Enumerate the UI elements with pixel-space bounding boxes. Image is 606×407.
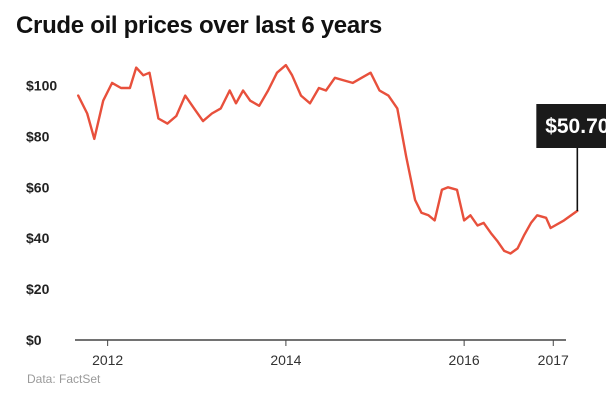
y-tick-label: $60: [26, 179, 50, 195]
latest-price-callout: $50.70: [536, 104, 606, 211]
x-axis-ticks: 2012 2014 2016 2017: [92, 340, 569, 368]
y-tick-label: $20: [26, 281, 50, 297]
callout-value-label: $50.70: [545, 115, 606, 138]
x-tick-label: 2014: [270, 352, 301, 368]
x-tick-label: 2017: [538, 352, 569, 368]
oil-price-line: [77, 63, 579, 255]
x-tick-label: 2012: [92, 352, 123, 368]
y-tick-label: $40: [26, 230, 50, 246]
x-tick-label: 2016: [449, 352, 480, 368]
chart-title: Crude oil prices over last 6 years: [16, 12, 382, 39]
y-tick-label: $80: [26, 128, 50, 144]
y-tick-label: $100: [26, 77, 57, 93]
y-axis-ticks: $0 $20 $40 $60 $80 $100: [26, 77, 57, 348]
data-source-note: Data: FactSet: [27, 372, 101, 386]
callout-box: [536, 104, 606, 148]
y-tick-label: $0: [26, 332, 42, 348]
